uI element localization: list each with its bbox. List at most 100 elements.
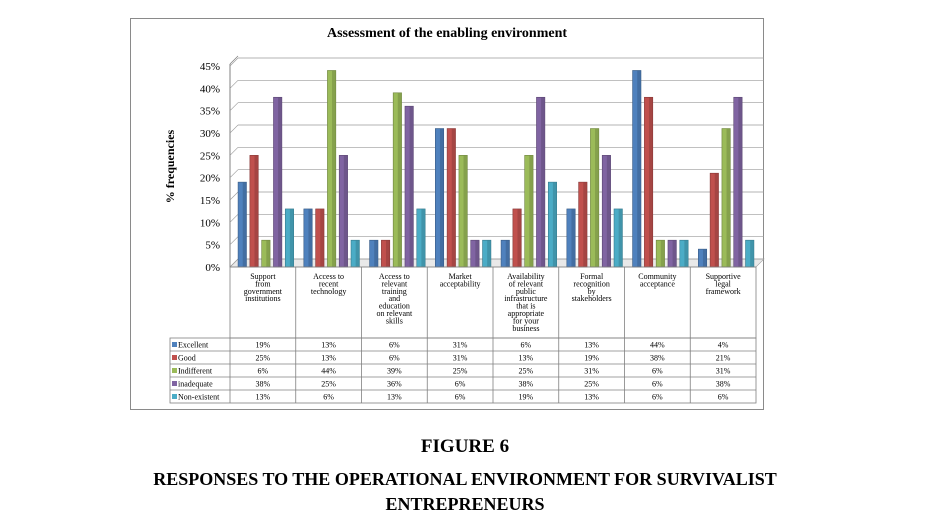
data-table-value: 31% [584,367,599,376]
data-table-value: 6% [455,393,466,402]
bar-shade [242,182,247,267]
bar-shade [278,97,282,268]
data-table-value: 38% [716,380,731,389]
bar-shade [618,208,623,267]
bar-shade [541,97,545,268]
data-table-value: 13% [584,393,599,402]
y-tick-label: 35% [200,106,220,118]
data-table-value: 31% [453,354,468,363]
bar-shade [254,155,259,267]
bar-shade [439,128,444,267]
data-table-value: 6% [455,380,466,389]
bar-shade [266,240,271,267]
data-table-value: 38% [256,380,271,389]
bar-shade [702,249,707,267]
gridline-depth [229,236,239,245]
bar-shade [505,240,510,267]
data-table-value: 6% [521,341,532,350]
gridline-depth [229,191,239,201]
bar-shade [750,240,754,267]
data-table-value: 38% [519,380,534,389]
bar-shade [308,208,313,267]
x-category-label: Formal recognition by stakeholders [572,272,612,303]
y-tick-label: 45% [200,61,220,73]
bar-shade [409,106,414,267]
bar-shade [487,240,491,267]
y-tick-label: 0% [205,262,220,274]
legend-label: Indifferent [178,367,213,376]
data-table-value: 6% [718,393,729,402]
data-table-value: 44% [650,341,665,350]
data-table-value: 6% [389,341,400,350]
x-category-label: Availability of relevant public infrastruct… [504,272,548,333]
data-table-value: 25% [519,367,534,376]
bar-shade [595,128,599,267]
y-tick-label: 5% [205,240,220,252]
figure-label: FIGURE 6 [420,436,510,457]
legend-label: Excellent [178,341,209,350]
legend-label: Non-existent [178,393,220,402]
bar-shade [684,240,689,267]
data-table-value: 44% [321,367,336,376]
data-table-value: 25% [453,367,468,376]
data-table-value: 19% [519,393,534,402]
data-table-value: 6% [389,354,400,363]
bar-shade [714,173,719,267]
x-category-label: Market acceptability [440,272,481,288]
bar-shade [606,155,611,267]
data-table-value: 31% [453,341,468,350]
bar-shade [463,155,468,267]
data-table-value: 6% [652,393,663,402]
bar-shade [552,182,557,267]
bar-shade [397,92,402,267]
bar-shade [583,182,588,267]
data-table-value: 25% [321,380,336,389]
bar-shade [738,97,743,268]
data-table-value: 25% [584,380,599,389]
bar-shade [332,70,336,267]
bar-shade [289,208,294,267]
gridline-depth [229,57,239,67]
gridline-depth [229,214,239,223]
bar-shade [355,240,360,267]
data-table-value: 36% [387,380,402,389]
y-tick-label: 30% [200,128,220,140]
data-table-value: 19% [256,341,271,350]
gridline-depth [229,169,239,178]
legend-swatch [172,394,177,399]
data-table-value: 6% [652,380,663,389]
gridline-depth [229,258,239,268]
gridline-depth [229,124,239,134]
gridline-depth [229,102,239,111]
data-table-value: 13% [321,354,336,363]
data-table-value: 25% [256,354,271,363]
bar-shade [660,240,665,267]
chart-title: Assessment of the enabling environment [326,26,568,41]
x-category-label: Community acceptance [638,272,676,288]
gridline-depth [229,80,239,89]
bar-shade [343,155,348,267]
data-table-value: 13% [519,354,534,363]
bar-shade [385,240,390,267]
x-category-label: Supportive legal framework [706,272,742,296]
data-table-value: 39% [387,367,402,376]
bar-shade [672,240,677,267]
y-tick-label: 25% [200,150,220,162]
data-table-value: 19% [584,354,599,363]
bar-shade [320,208,325,267]
figure-caption-line2: ENTREPRENEURS [385,494,545,514]
figure-caption-line1: RESPONSES TO THE OPERATIONAL ENVIRONMENT… [153,469,777,489]
gridline-depth [229,147,239,156]
data-table-value: 6% [652,367,663,376]
bar-shade [451,128,456,267]
bar-shade [421,208,426,267]
bar-shade [374,240,378,267]
bar-shade [475,240,480,267]
data-table-value: 13% [256,393,271,402]
bar-shade [571,208,576,267]
data-table-value: 13% [387,393,402,402]
bar-shade [517,208,522,267]
y-axis-depth-line [229,55,239,65]
data-table-value: 13% [584,341,599,350]
